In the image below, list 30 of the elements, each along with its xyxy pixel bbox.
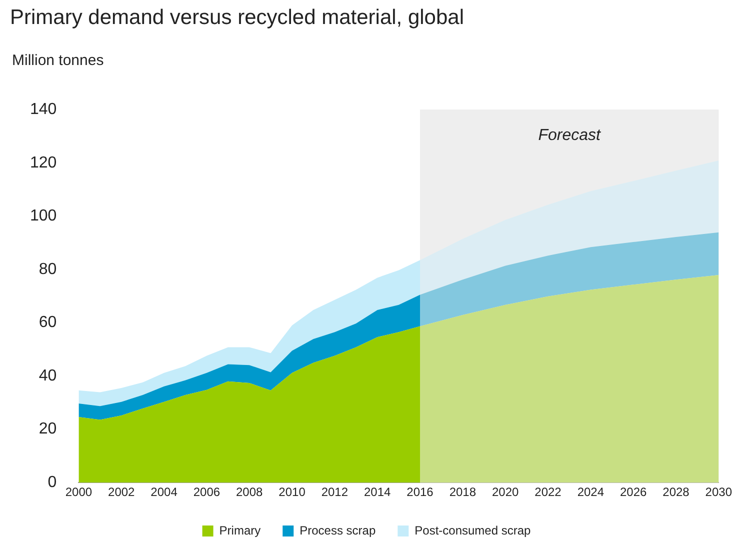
legend-label: Post-consumed scrap — [414, 523, 532, 538]
x-tick-label: 2008 — [236, 485, 264, 500]
x-tick-label: 2002 — [108, 485, 136, 500]
x-tick-label: 2010 — [278, 485, 306, 500]
y-tick-label: 20 — [38, 420, 57, 438]
x-tick-label: 2006 — [193, 485, 220, 500]
y-tick-label: 100 — [30, 208, 57, 225]
x-tick-label: 2014 — [364, 485, 392, 500]
y-tick-label: 40 — [38, 367, 57, 384]
y-tick-label: 80 — [38, 260, 57, 278]
x-tick-label: 2030 — [705, 485, 732, 500]
x-tick-label: 2020 — [492, 485, 520, 500]
x-tick-label: 2024 — [577, 485, 604, 500]
x-tick-label: 2026 — [620, 485, 647, 500]
legend-label: Process scrap — [300, 523, 376, 538]
y-tick-label: 60 — [38, 314, 57, 332]
legend-label: Primary — [219, 523, 261, 538]
y-tick-label: 140 — [30, 101, 57, 118]
x-tick-label: 2016 — [406, 485, 434, 500]
band-label: Forecast — [538, 127, 601, 144]
x-tick-label: 2022 — [534, 485, 562, 500]
x-tick-label: 2012 — [321, 485, 348, 500]
chart-title: Primary demand versus recycled material, global — [10, 6, 464, 30]
y-tick-label: 0 — [48, 474, 57, 492]
y-axis-title: Million tonnes — [12, 52, 104, 69]
x-tick-label: 2004 — [150, 485, 178, 500]
x-tick-label: 2018 — [449, 485, 476, 500]
x-tick-label: 2028 — [662, 485, 690, 500]
y-tick-label: 120 — [30, 154, 57, 172]
x-tick-label: 2000 — [65, 485, 92, 500]
